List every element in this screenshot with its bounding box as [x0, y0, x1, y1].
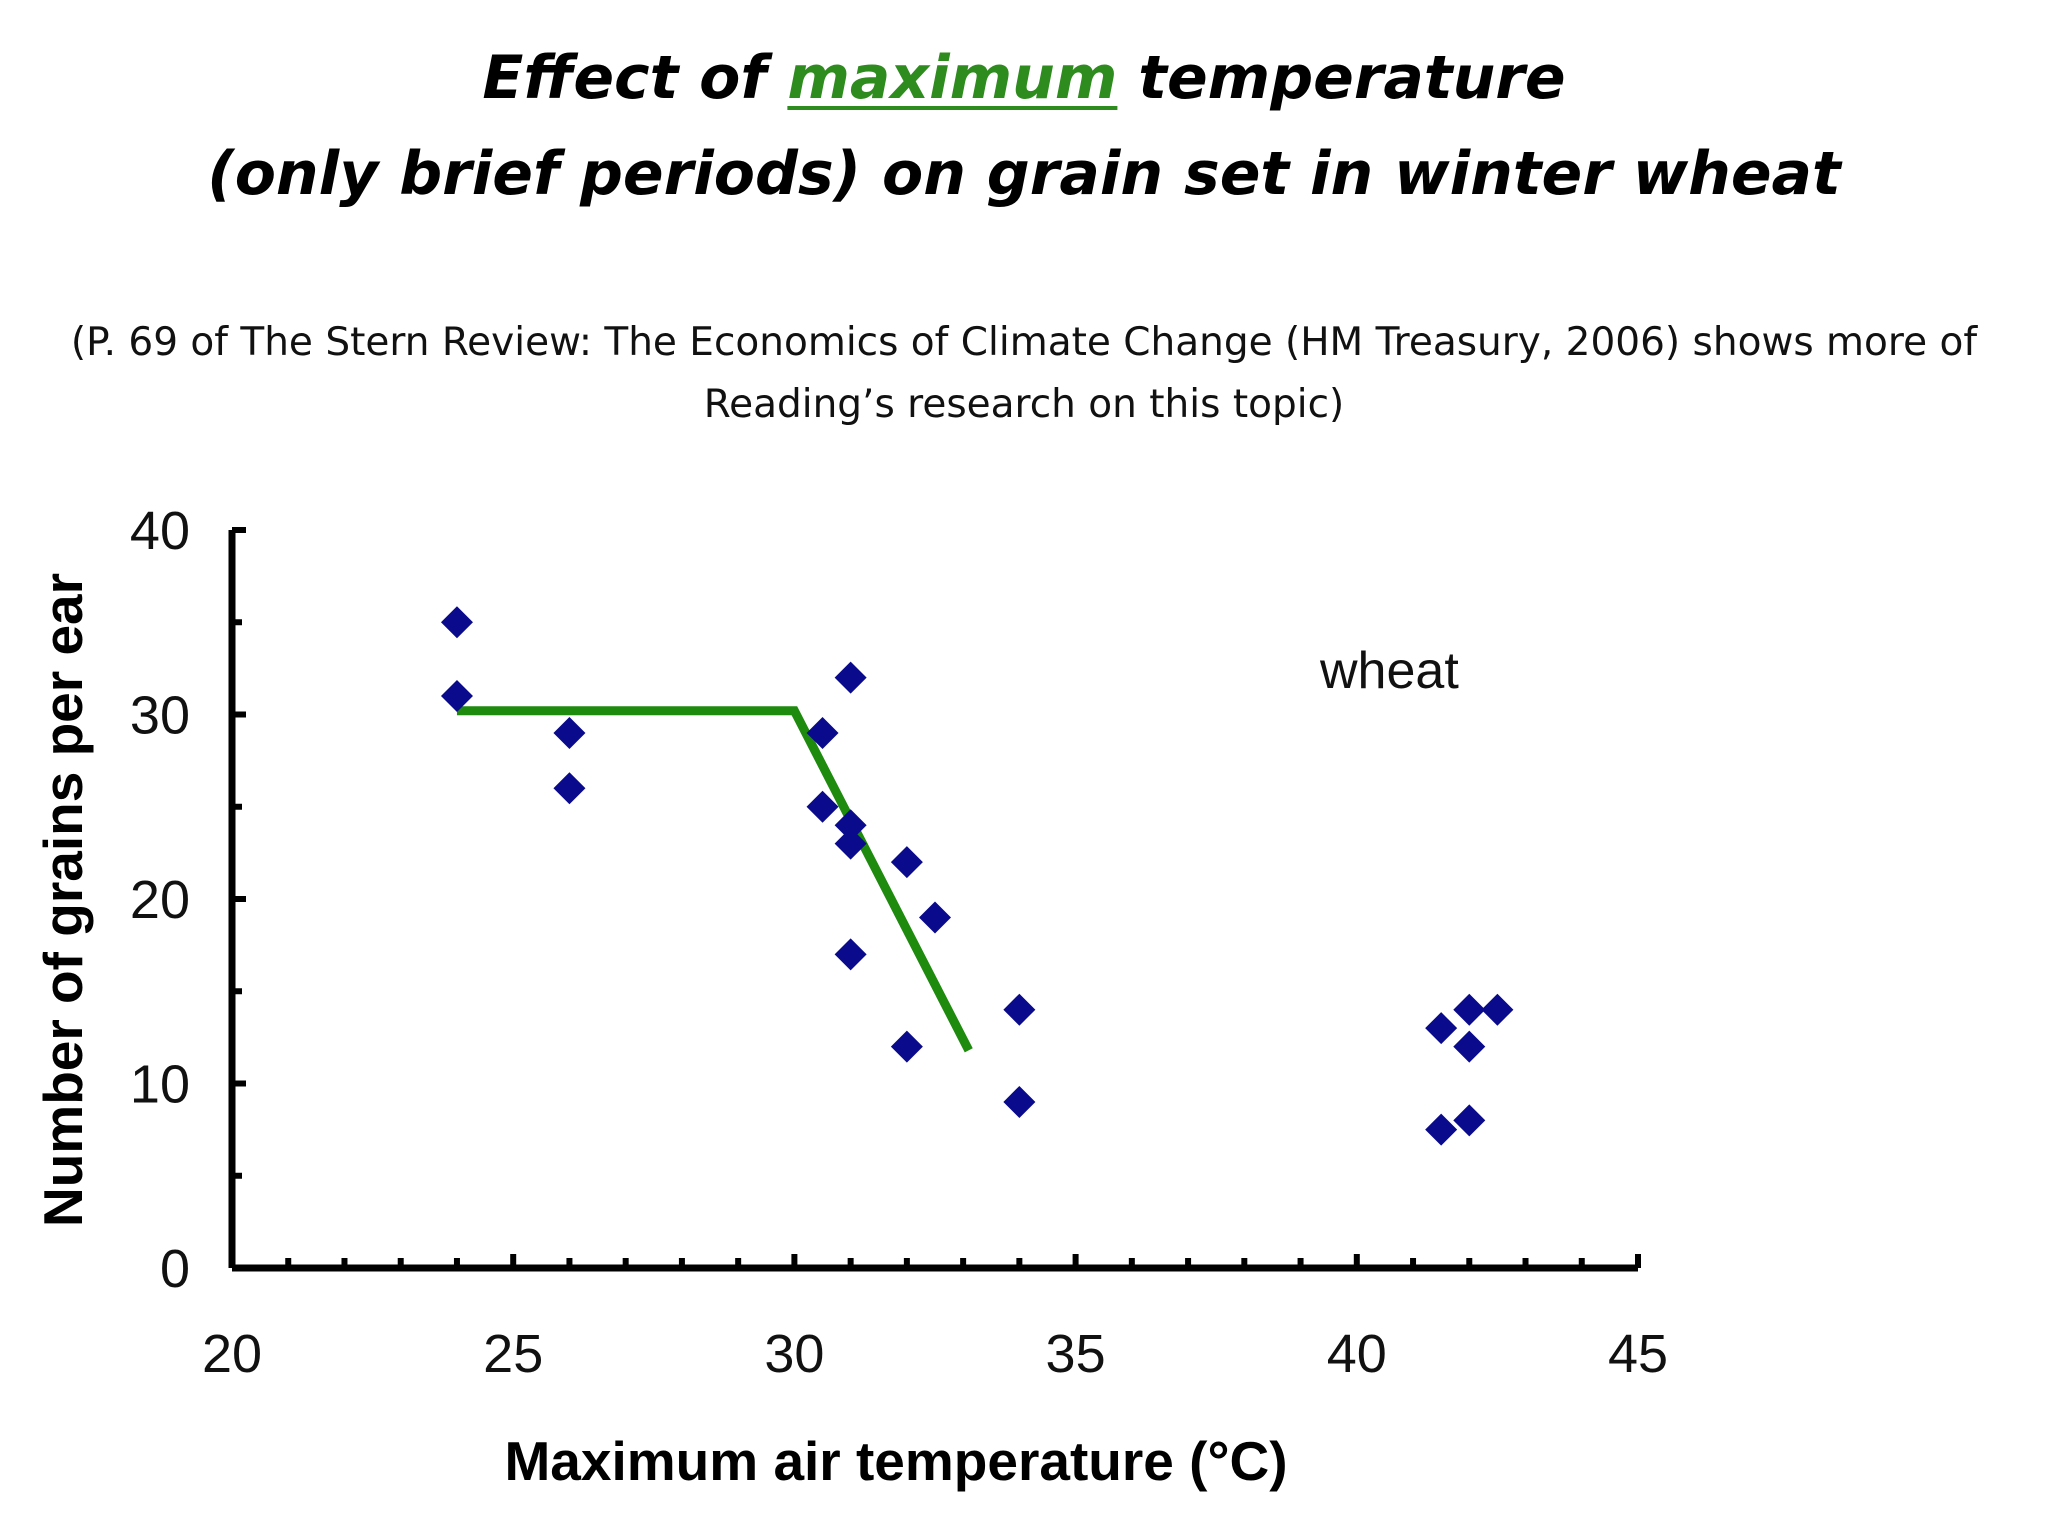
title-highlight: maximum: [787, 43, 1118, 113]
fit-line: [456, 706, 973, 1053]
y-tick-label: 0: [160, 1239, 190, 1299]
data-point: [1453, 1104, 1486, 1137]
data-point: [834, 938, 867, 971]
y-tick-label: 20: [130, 870, 190, 930]
data-point: [834, 827, 867, 860]
data-point: [1003, 1085, 1036, 1118]
y-tick-label: 10: [130, 1055, 190, 1115]
title-line-1: Effect of maximum temperature: [0, 30, 2048, 126]
data-point: [1481, 993, 1514, 1026]
chart-title: Effect of maximum temperature (only brie…: [0, 30, 2048, 222]
x-tick-label: 40: [1327, 1324, 1387, 1384]
x-tick-label: 25: [483, 1324, 543, 1384]
x-tick-label: 45: [1608, 1324, 1668, 1384]
data-point: [890, 846, 923, 879]
y-tick-label: 40: [130, 501, 190, 561]
data-points: [440, 606, 1514, 1146]
subtitle-line-2: Reading’s research on this topic): [703, 382, 1345, 427]
data-point: [553, 716, 586, 749]
subtitle-line-1: (P. 69 of The Stern Review: The Economic…: [70, 320, 1978, 365]
title-line-2: (only brief periods) on grain set in win…: [207, 139, 1841, 209]
tick-labels: 20 25 30 35 40 45 0 10 20 30 40: [130, 501, 1668, 1384]
data-point: [806, 790, 839, 823]
title-post: temperature: [1117, 43, 1566, 113]
x-tick-label: 35: [1046, 1324, 1106, 1384]
data-point: [834, 661, 867, 694]
data-point: [553, 772, 586, 805]
data-point: [919, 901, 951, 934]
series-annotation: wheat: [1319, 642, 1459, 700]
data-point: [890, 1030, 923, 1063]
chart-subtitle: (P. 69 of The Stern Review: The Economic…: [0, 312, 2048, 436]
fit-line-group: [456, 706, 973, 1053]
data-point: [834, 809, 867, 842]
data-point: [1453, 1030, 1486, 1063]
data-point: [1425, 1012, 1458, 1045]
x-tick-label: 30: [764, 1324, 824, 1384]
data-point: [806, 716, 839, 749]
data-point: [1425, 1113, 1458, 1146]
data-point: [440, 606, 473, 639]
data-point: [440, 680, 473, 713]
data-point: [1003, 993, 1036, 1026]
y-tick-label: 30: [130, 686, 190, 746]
data-point: [1453, 993, 1486, 1026]
x-tick-label: 20: [202, 1324, 262, 1384]
title-pre: Effect of: [482, 43, 788, 113]
y-axis-title: Number of grains per ear: [32, 573, 94, 1227]
chart-axes: [228, 527, 1641, 1272]
x-axis-title: Maximum air temperature (°C): [504, 1430, 1287, 1492]
